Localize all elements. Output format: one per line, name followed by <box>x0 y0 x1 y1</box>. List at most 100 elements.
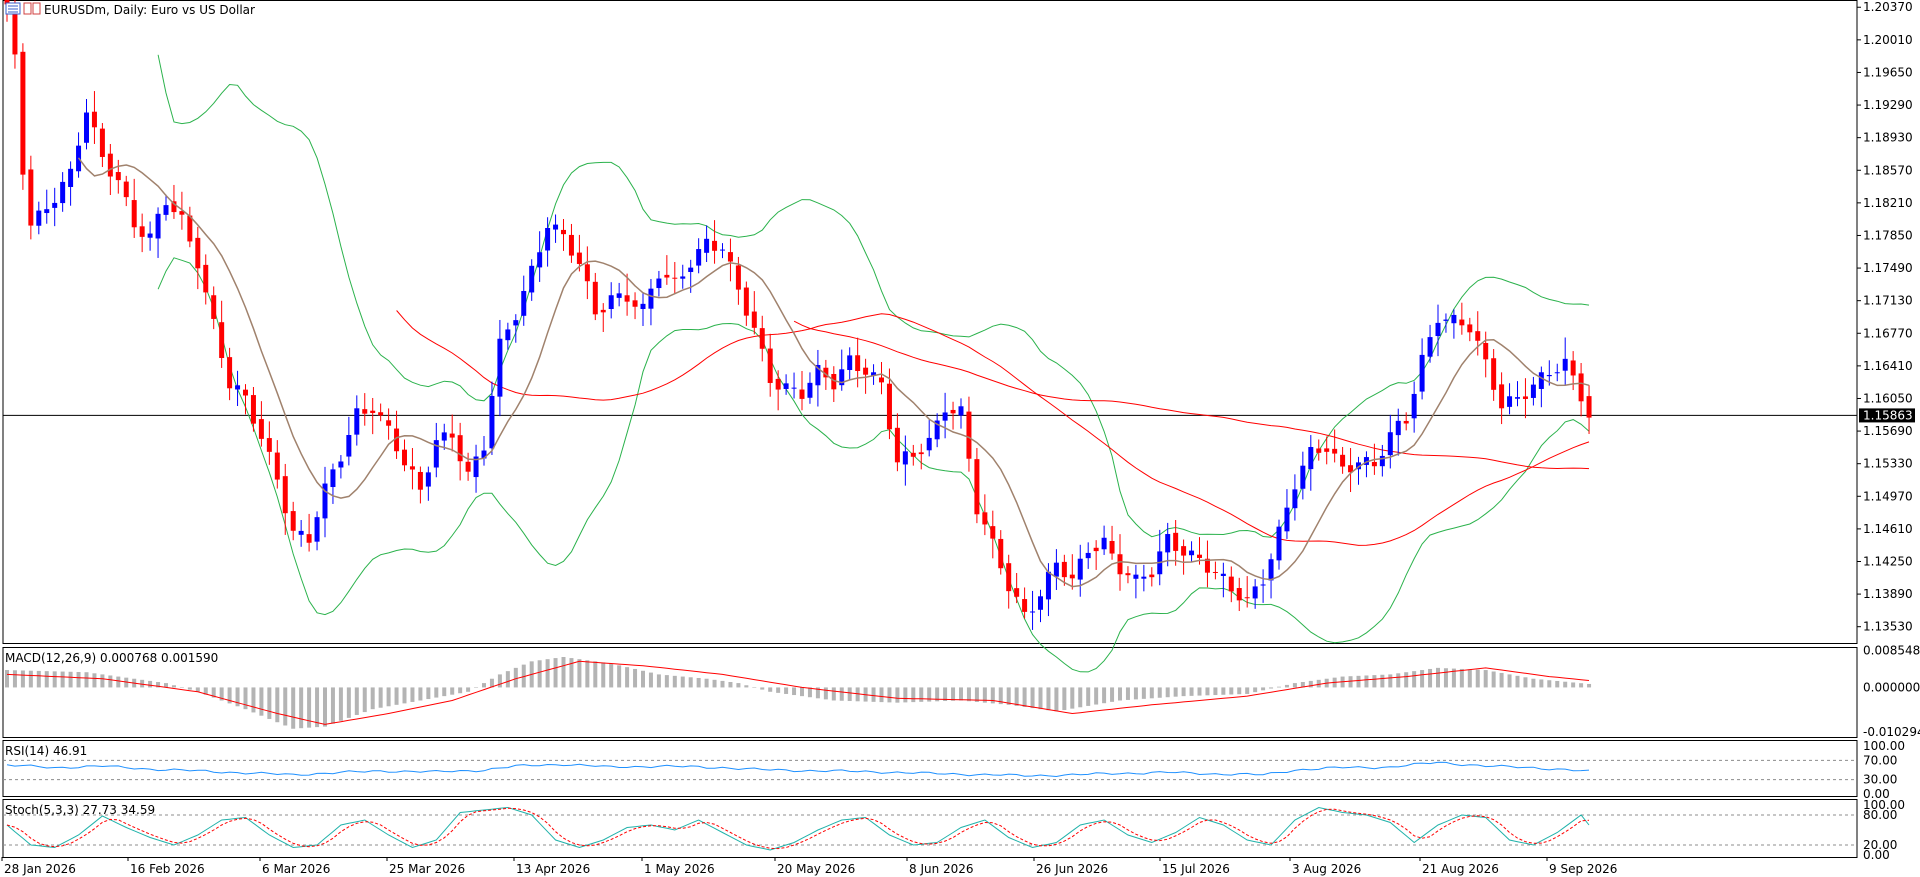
candle-body[interactable] <box>84 112 89 143</box>
candle-body[interactable] <box>1475 331 1481 341</box>
candle-body[interactable] <box>370 410 376 413</box>
candle-body[interactable] <box>696 249 702 266</box>
candle-body[interactable] <box>1515 397 1520 399</box>
candle-body[interactable] <box>1387 432 1393 456</box>
candle-body[interactable] <box>743 287 749 316</box>
candle-body[interactable] <box>799 389 805 399</box>
candle-body[interactable] <box>855 355 861 372</box>
candle-body[interactable] <box>982 512 988 525</box>
candle-body[interactable] <box>250 395 256 424</box>
candle-body[interactable] <box>1538 372 1544 389</box>
candle-body[interactable] <box>1101 537 1107 550</box>
candle-body[interactable] <box>871 372 877 376</box>
candle-body[interactable] <box>537 252 543 268</box>
candle-body[interactable] <box>990 526 996 539</box>
candle-body[interactable] <box>863 367 869 375</box>
candle-body[interactable] <box>727 252 733 262</box>
candle-body[interactable] <box>720 249 725 251</box>
candle-body[interactable] <box>767 348 773 383</box>
candle-body[interactable] <box>886 383 892 430</box>
candle-body[interactable] <box>91 111 97 128</box>
candle-body[interactable] <box>155 213 161 239</box>
candle-body[interactable] <box>600 309 606 313</box>
candle-body[interactable] <box>680 276 686 279</box>
candle-body[interactable] <box>759 328 765 349</box>
candle-body[interactable] <box>576 252 582 264</box>
candle-body[interactable] <box>330 469 336 488</box>
candle-body[interactable] <box>1109 540 1115 554</box>
candle-body[interactable] <box>298 530 304 535</box>
candle-body[interactable] <box>926 437 932 451</box>
stoch-panel[interactable]: Stoch(5,3,3) 27.73 34.59 <box>3 803 1857 851</box>
candle-body[interactable] <box>839 369 845 386</box>
candle-body[interactable] <box>1578 373 1584 402</box>
candle-body[interactable] <box>1165 534 1171 553</box>
candle-body[interactable] <box>624 295 630 302</box>
candle-body[interactable] <box>44 209 50 214</box>
candle-body[interactable] <box>1371 461 1377 467</box>
candle-body[interactable] <box>1403 420 1409 424</box>
candle-body[interactable] <box>28 169 34 226</box>
candle-body[interactable] <box>1125 573 1131 576</box>
candle-body[interactable] <box>1530 384 1536 398</box>
candle-body[interactable] <box>529 265 535 293</box>
candle-body[interactable] <box>282 476 288 514</box>
candle-body[interactable] <box>425 472 431 487</box>
candle-body[interactable] <box>1252 586 1258 599</box>
candle-body[interactable] <box>751 311 757 328</box>
candle-body[interactable] <box>1212 571 1218 573</box>
candle-body[interactable] <box>664 274 670 278</box>
candle-body[interactable] <box>139 226 145 237</box>
candle-body[interactable] <box>338 461 344 468</box>
candle-body[interactable] <box>640 303 646 309</box>
candle-body[interactable] <box>608 295 614 310</box>
candle-body[interactable] <box>521 290 527 316</box>
candle-body[interactable] <box>1348 465 1354 473</box>
candle-body[interactable] <box>1292 489 1298 509</box>
candle-body[interactable] <box>322 483 328 519</box>
candle-body[interactable] <box>1443 319 1449 321</box>
candle-body[interactable] <box>1189 550 1195 556</box>
candle-body[interactable] <box>704 238 710 253</box>
candle-body[interactable] <box>179 211 185 215</box>
candle-body[interactable] <box>1522 396 1528 399</box>
candle-body[interactable] <box>998 538 1004 569</box>
candle-body[interactable] <box>815 364 821 386</box>
candle-body[interactable] <box>12 6 18 55</box>
candle-body[interactable] <box>616 293 622 298</box>
candle-body[interactable] <box>1499 384 1505 409</box>
candle-body[interactable] <box>99 128 105 157</box>
candle-body[interactable] <box>847 355 853 371</box>
candle-body[interactable] <box>465 461 471 472</box>
candle-body[interactable] <box>131 200 137 228</box>
candle-body[interactable] <box>1077 558 1083 580</box>
candle-body[interactable] <box>1173 532 1179 551</box>
candle-body[interactable] <box>918 452 924 455</box>
candle-body[interactable] <box>1260 584 1266 586</box>
candle-body[interactable] <box>243 389 248 396</box>
candle-body[interactable] <box>553 224 559 230</box>
candle-body[interactable] <box>1197 554 1202 558</box>
candle-body[interactable] <box>107 153 113 177</box>
candle-body[interactable] <box>513 320 519 326</box>
candle-body[interactable] <box>1045 571 1051 600</box>
candle-body[interactable] <box>402 449 407 466</box>
candle-body[interactable] <box>545 227 551 251</box>
candle-body[interactable] <box>735 265 741 290</box>
candle-body[interactable] <box>1022 599 1028 612</box>
candle-body[interactable] <box>1459 319 1465 326</box>
candle-body[interactable] <box>1324 448 1330 452</box>
candle-body[interactable] <box>1133 574 1139 579</box>
candle-body[interactable] <box>656 278 662 289</box>
candle-body[interactable] <box>1546 374 1552 377</box>
candle-body[interactable] <box>807 382 813 398</box>
candle-body[interactable] <box>1117 554 1123 575</box>
chart-window-icon[interactable] <box>32 2 41 15</box>
candle-body[interactable] <box>958 406 964 416</box>
candle-body[interactable] <box>362 409 368 414</box>
candle-body[interactable] <box>632 300 638 307</box>
candle-body[interactable] <box>1228 576 1234 592</box>
candle-body[interactable] <box>481 450 487 459</box>
chart-window-icon[interactable] <box>23 2 32 15</box>
